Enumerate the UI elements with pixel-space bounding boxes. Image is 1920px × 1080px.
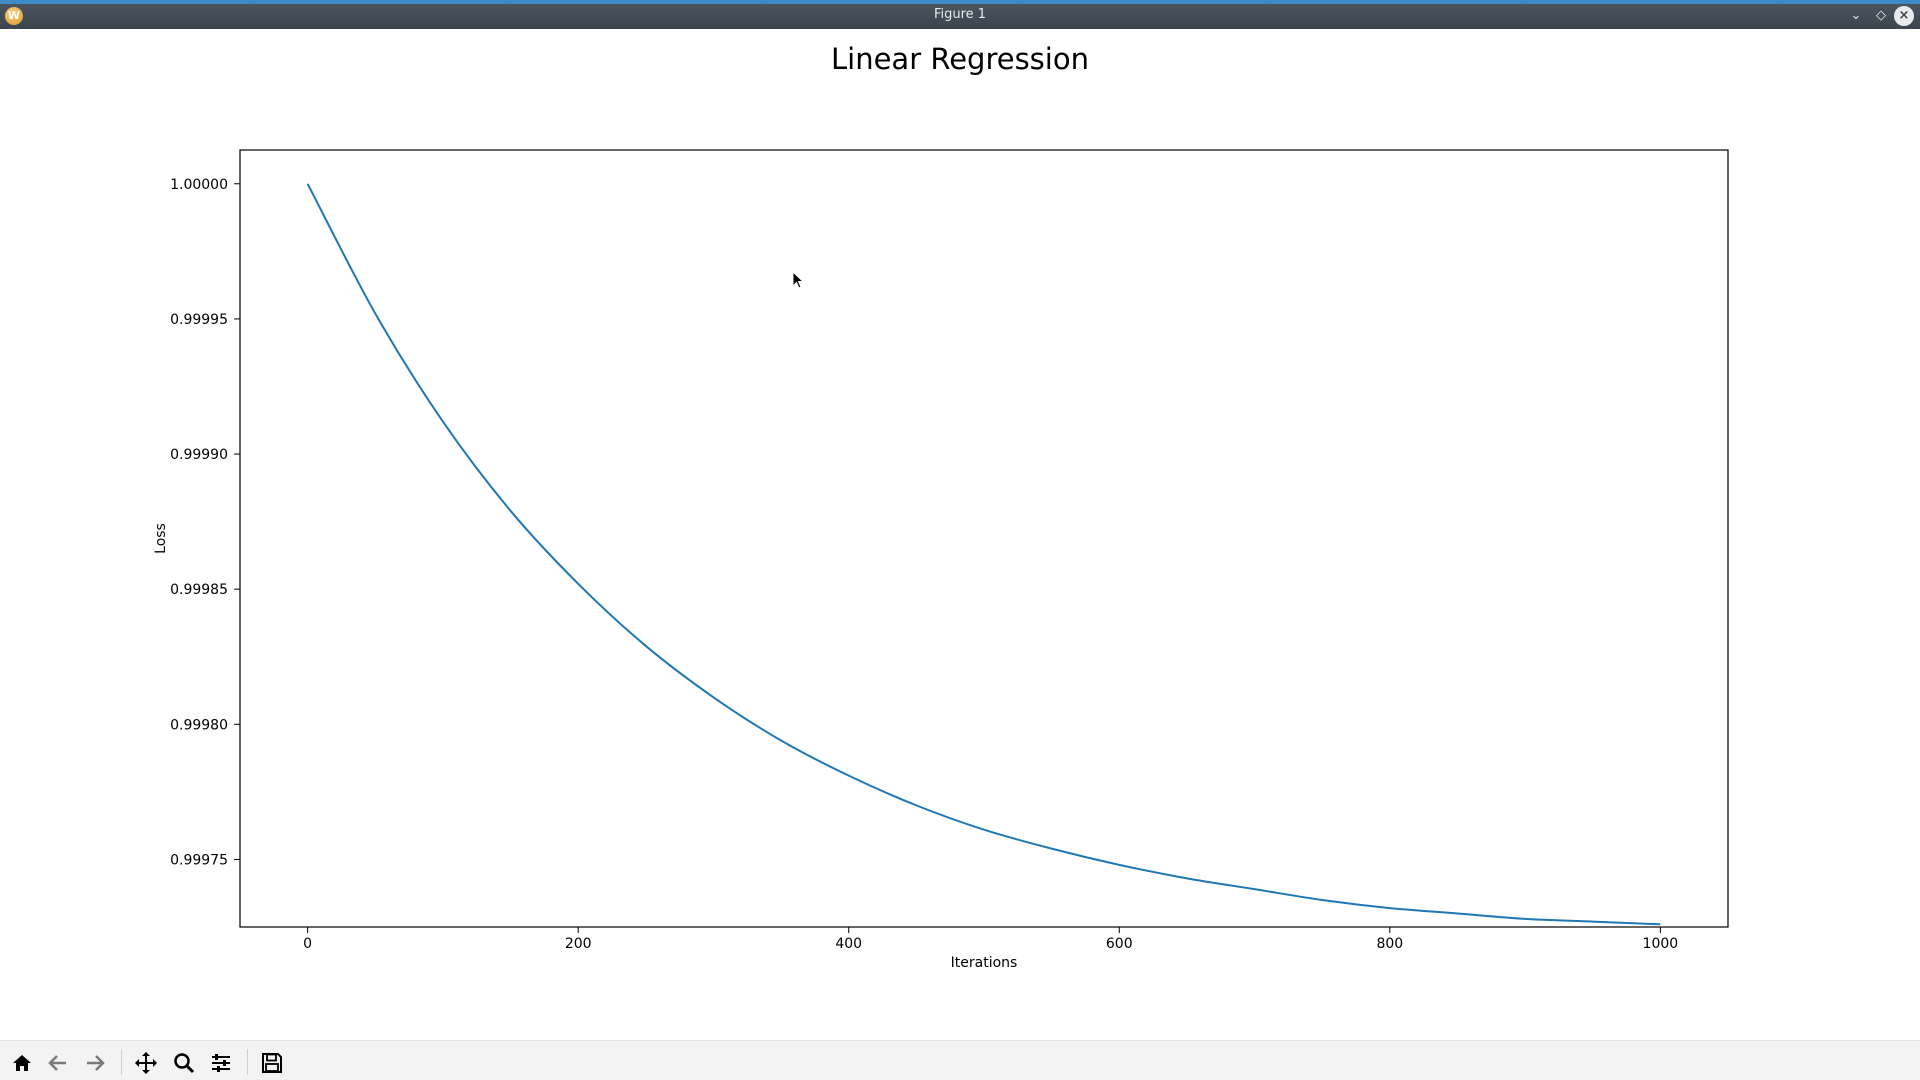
close-icon[interactable]: × [1894,6,1914,26]
x-tick-label: 1000 [1643,936,1679,952]
maximize-icon[interactable]: ◇ [1876,8,1886,23]
toolbar-separator [121,1049,122,1075]
mouse-cursor-icon [792,271,805,289]
x-axis-label: Iterations [951,955,1018,971]
y-axis-label: Loss [153,523,169,554]
x-tick-label: 600 [1106,936,1133,952]
home-icon[interactable] [8,1049,36,1077]
y-tick-label: 0.99980 [170,717,228,733]
zoom-icon[interactable] [170,1049,198,1077]
forward-arrow-icon[interactable] [81,1049,109,1077]
pan-icon[interactable] [132,1049,160,1077]
line-chart[interactable]: 0 200 400 600 800 1000 0.99975 0.99980 0.99985 0… [0,0,1920,1040]
plot-area [239,149,1729,928]
save-icon[interactable] [258,1049,286,1077]
minimize-icon[interactable]: ⌄ [1850,8,1862,23]
y-tick-label: 0.99990 [170,447,228,463]
x-tick-label: 400 [835,936,862,952]
app-icon: W [5,7,23,25]
toolbar-separator [247,1049,248,1075]
y-tick-label: 0.99985 [170,582,228,598]
loss-curve [306,183,1661,926]
configure-subplots-icon[interactable] [207,1049,235,1077]
x-tick-label: 200 [565,936,592,952]
figure-title: Linear Regression [831,42,1089,76]
window-title: Figure 1 [933,7,987,22]
window-titlebar[interactable]: W Figure 1 ⌄ ◇ × [0,0,1920,29]
y-tick-label: 1.00000 [170,177,228,193]
x-tick-label: 0 [303,936,312,952]
y-tick-label: 0.99995 [170,312,228,328]
y-tick-label: 0.99975 [170,852,228,868]
back-arrow-icon[interactable] [44,1049,72,1077]
navigation-toolbar [0,1040,1920,1080]
x-tick-label: 800 [1376,936,1403,952]
